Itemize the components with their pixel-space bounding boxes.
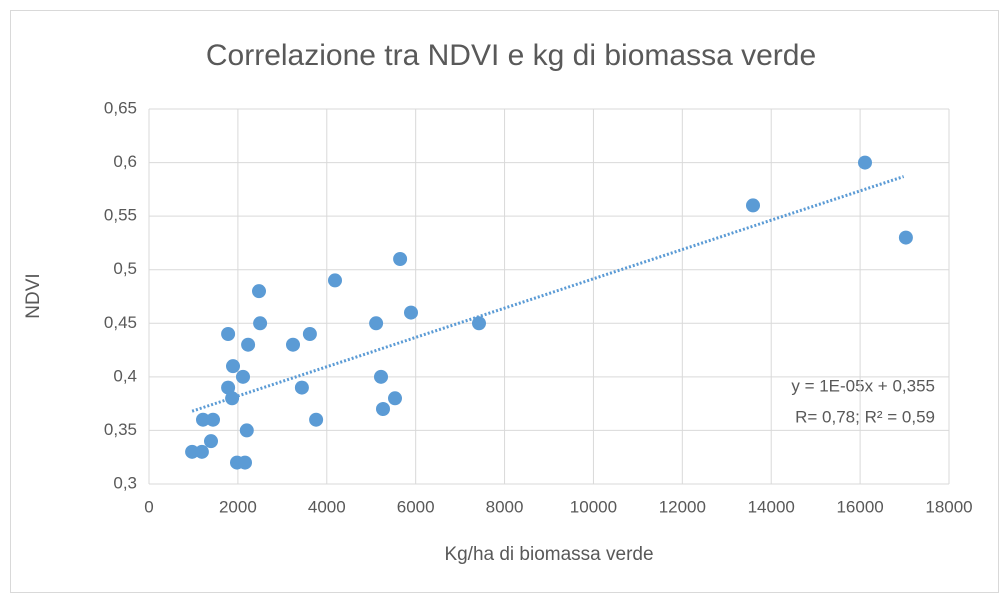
point [302,327,317,341]
y-tick-label: 0,35 [104,420,137,439]
x-tick-label: 2000 [219,497,257,516]
x-tick-label: 6000 [397,497,435,516]
y-tick-label: 0,55 [104,206,137,225]
y-tick-label: 0,45 [104,313,137,332]
x-tick-label: 4000 [308,497,346,516]
point [393,252,408,266]
point [185,444,200,459]
y-tick-label: 0,6 [113,152,137,171]
point [369,316,384,331]
point [194,444,209,459]
point [252,284,266,299]
x-tick-label: 8000 [486,497,524,516]
point [404,305,418,320]
y-tick-label: 0,3 [113,473,137,492]
y-tick-label: 0,65 [104,98,137,117]
point [472,316,486,331]
x-tick-label: 10000 [570,497,617,516]
point [294,380,309,395]
y-tick-label: 0,4 [113,366,137,385]
annotation: y = 1E-05x + 0,355 [791,376,935,395]
point [221,327,236,341]
point [858,155,872,170]
point [286,337,300,352]
point [206,412,220,427]
x-tick-label: 0 [144,497,153,516]
x-tick-label: 16000 [836,497,883,516]
point [225,391,240,406]
point [221,380,236,395]
x-tick-label: 18000 [925,497,972,516]
point [238,455,252,470]
point [236,369,250,384]
point [898,230,913,245]
point [374,369,388,384]
y-axis-label: NDVI [23,273,44,318]
trendline [191,175,905,413]
point [226,359,240,374]
point [746,198,760,213]
x-axis-label: Kg/ha di biomassa verde [444,544,653,565]
y-tick-label: 0,5 [113,259,137,278]
point [328,273,342,288]
point [376,402,390,416]
point [239,423,254,438]
point [253,316,268,331]
point [204,434,218,449]
point [388,391,402,406]
point [196,412,210,427]
annotation: R= 0,78; R² = 0,59 [795,407,935,426]
x-tick-label: 12000 [659,497,706,516]
chart-title: Correlazione tra NDVI e kg di biomassa v… [206,39,816,72]
point [241,337,256,352]
point [309,412,324,427]
x-tick-label: 14000 [748,497,795,516]
